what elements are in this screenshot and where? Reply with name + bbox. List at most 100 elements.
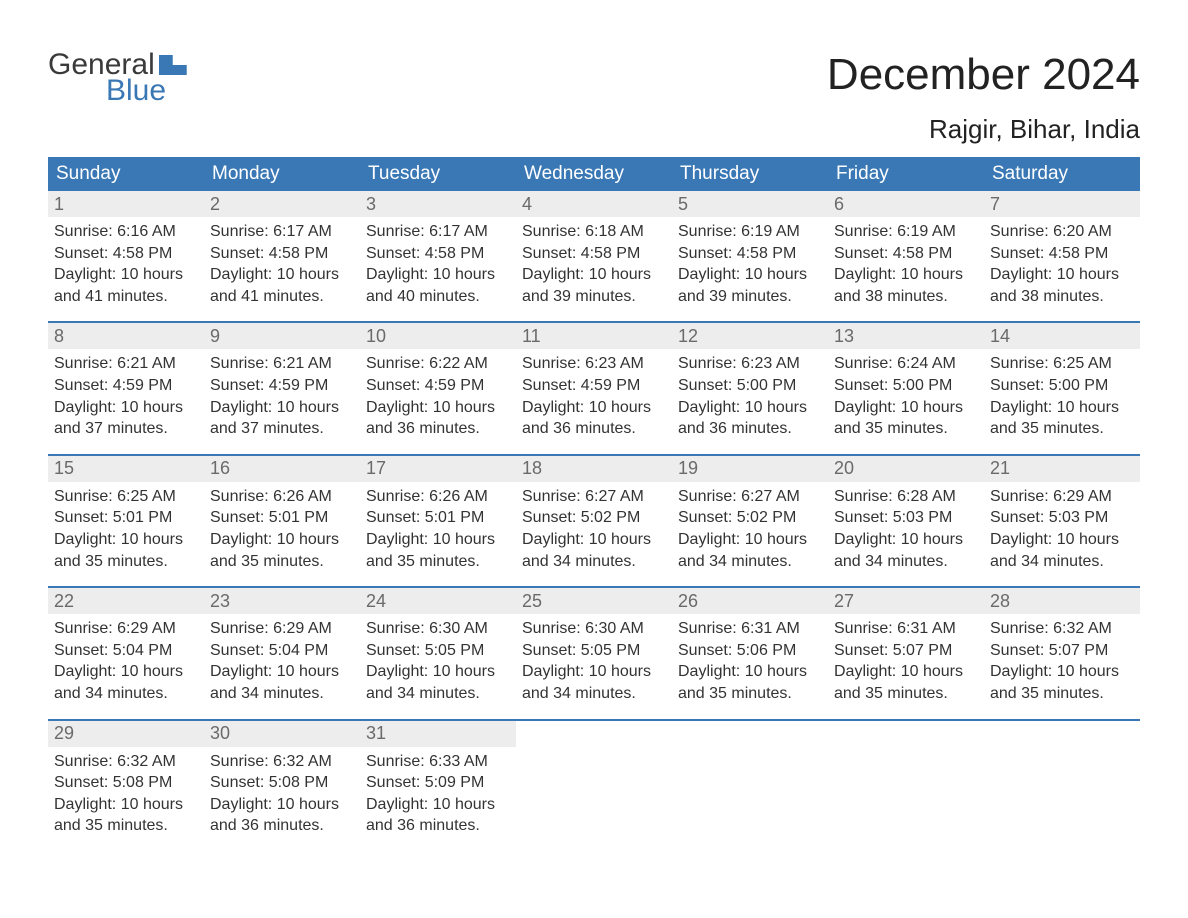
weekday-header: Monday [204,163,360,185]
sunset-line: Sunset: 5:06 PM [678,640,822,662]
sunrise-line: Sunrise: 6:33 AM [366,751,510,773]
sunrise-line: Sunrise: 6:26 AM [210,486,354,508]
daylight-line-2: and 34 minutes. [210,683,354,705]
daylight-line-1: Daylight: 10 hours [522,661,666,683]
day-number: 31 [360,721,516,747]
daylight-line-1: Daylight: 10 hours [990,661,1134,683]
day-body: Sunrise: 6:18 AMSunset: 4:58 PMDaylight:… [516,217,672,321]
day-body: Sunrise: 6:17 AMSunset: 4:58 PMDaylight:… [360,217,516,321]
day-cell: 16Sunrise: 6:26 AMSunset: 5:01 PMDayligh… [204,456,360,586]
sunrise-line: Sunrise: 6:32 AM [210,751,354,773]
daylight-line-2: and 41 minutes. [54,286,198,308]
day-body: Sunrise: 6:24 AMSunset: 5:00 PMDaylight:… [828,349,984,453]
daylight-line-2: and 35 minutes. [990,418,1134,440]
day-body: Sunrise: 6:21 AMSunset: 4:59 PMDaylight:… [48,349,204,453]
sunrise-line: Sunrise: 6:21 AM [210,353,354,375]
sunrise-line: Sunrise: 6:29 AM [210,618,354,640]
sunrise-line: Sunrise: 6:19 AM [834,221,978,243]
day-body: Sunrise: 6:19 AMSunset: 4:58 PMDaylight:… [828,217,984,321]
day-number: 20 [828,456,984,482]
daylight-line-2: and 34 minutes. [366,683,510,705]
weekday-header: Saturday [984,163,1140,185]
daylight-line-1: Daylight: 10 hours [990,529,1134,551]
day-cell: 14Sunrise: 6:25 AMSunset: 5:00 PMDayligh… [984,323,1140,453]
daylight-line-2: and 35 minutes. [834,683,978,705]
day-body: Sunrise: 6:23 AMSunset: 4:59 PMDaylight:… [516,349,672,453]
day-body: Sunrise: 6:29 AMSunset: 5:03 PMDaylight:… [984,482,1140,586]
daylight-line-2: and 35 minutes. [990,683,1134,705]
sunrise-line: Sunrise: 6:32 AM [54,751,198,773]
sunset-line: Sunset: 5:09 PM [366,772,510,794]
day-number: 22 [48,588,204,614]
sunrise-line: Sunrise: 6:27 AM [522,486,666,508]
day-cell: 10Sunrise: 6:22 AMSunset: 4:59 PMDayligh… [360,323,516,453]
sunset-line: Sunset: 4:59 PM [54,375,198,397]
sunset-line: Sunset: 5:08 PM [54,772,198,794]
sunrise-line: Sunrise: 6:30 AM [366,618,510,640]
day-body: Sunrise: 6:33 AMSunset: 5:09 PMDaylight:… [360,747,516,851]
sunset-line: Sunset: 5:02 PM [678,507,822,529]
day-body: Sunrise: 6:26 AMSunset: 5:01 PMDaylight:… [360,482,516,586]
day-cell: 24Sunrise: 6:30 AMSunset: 5:05 PMDayligh… [360,588,516,718]
day-number: 10 [360,323,516,349]
day-body: Sunrise: 6:27 AMSunset: 5:02 PMDaylight:… [516,482,672,586]
day-number: 15 [48,456,204,482]
daylight-line-1: Daylight: 10 hours [834,264,978,286]
day-number: 11 [516,323,672,349]
daylight-line-2: and 39 minutes. [678,286,822,308]
daylight-line-2: and 35 minutes. [366,551,510,573]
daylight-line-1: Daylight: 10 hours [678,397,822,419]
sunset-line: Sunset: 5:01 PM [54,507,198,529]
day-body: Sunrise: 6:29 AMSunset: 5:04 PMDaylight:… [48,614,204,718]
sunset-line: Sunset: 5:01 PM [366,507,510,529]
sunrise-line: Sunrise: 6:21 AM [54,353,198,375]
week-row: 1Sunrise: 6:16 AMSunset: 4:58 PMDaylight… [48,191,1140,321]
daylight-line-1: Daylight: 10 hours [834,397,978,419]
day-body: Sunrise: 6:25 AMSunset: 5:00 PMDaylight:… [984,349,1140,453]
sunset-line: Sunset: 5:05 PM [366,640,510,662]
week-row: 8Sunrise: 6:21 AMSunset: 4:59 PMDaylight… [48,321,1140,453]
sunset-line: Sunset: 4:58 PM [990,243,1134,265]
weekday-header: Thursday [672,163,828,185]
page-title: December 2024 [827,50,1140,100]
daylight-line-2: and 37 minutes. [210,418,354,440]
calendar: SundayMondayTuesdayWednesdayThursdayFrid… [48,157,1140,851]
day-cell: 1Sunrise: 6:16 AMSunset: 4:58 PMDaylight… [48,191,204,321]
week-row: 29Sunrise: 6:32 AMSunset: 5:08 PMDayligh… [48,719,1140,851]
header: General Blue December 2024 [48,50,1140,106]
sunset-line: Sunset: 5:04 PM [210,640,354,662]
week-row: 15Sunrise: 6:25 AMSunset: 5:01 PMDayligh… [48,454,1140,586]
day-cell: 3Sunrise: 6:17 AMSunset: 4:58 PMDaylight… [360,191,516,321]
sunset-line: Sunset: 5:00 PM [834,375,978,397]
day-body: Sunrise: 6:21 AMSunset: 4:59 PMDaylight:… [204,349,360,453]
week-row: 22Sunrise: 6:29 AMSunset: 5:04 PMDayligh… [48,586,1140,718]
day-body: Sunrise: 6:29 AMSunset: 5:04 PMDaylight:… [204,614,360,718]
daylight-line-1: Daylight: 10 hours [678,661,822,683]
day-cell: 23Sunrise: 6:29 AMSunset: 5:04 PMDayligh… [204,588,360,718]
day-body: Sunrise: 6:31 AMSunset: 5:06 PMDaylight:… [672,614,828,718]
day-cell: 7Sunrise: 6:20 AMSunset: 4:58 PMDaylight… [984,191,1140,321]
daylight-line-2: and 36 minutes. [522,418,666,440]
daylight-line-2: and 34 minutes. [834,551,978,573]
day-number: 7 [984,191,1140,217]
day-body: Sunrise: 6:30 AMSunset: 5:05 PMDaylight:… [516,614,672,718]
daylight-line-2: and 34 minutes. [990,551,1134,573]
day-cell: 28Sunrise: 6:32 AMSunset: 5:07 PMDayligh… [984,588,1140,718]
day-cell: 13Sunrise: 6:24 AMSunset: 5:00 PMDayligh… [828,323,984,453]
day-number: 24 [360,588,516,614]
day-body: Sunrise: 6:27 AMSunset: 5:02 PMDaylight:… [672,482,828,586]
weekday-header: Sunday [48,163,204,185]
day-body: Sunrise: 6:30 AMSunset: 5:05 PMDaylight:… [360,614,516,718]
sunrise-line: Sunrise: 6:16 AM [54,221,198,243]
day-number: 6 [828,191,984,217]
sunset-line: Sunset: 4:58 PM [210,243,354,265]
sunrise-line: Sunrise: 6:22 AM [366,353,510,375]
day-body: Sunrise: 6:20 AMSunset: 4:58 PMDaylight:… [984,217,1140,321]
sunset-line: Sunset: 4:59 PM [366,375,510,397]
daylight-line-1: Daylight: 10 hours [522,397,666,419]
daylight-line-2: and 38 minutes. [834,286,978,308]
daylight-line-1: Daylight: 10 hours [210,264,354,286]
day-body: Sunrise: 6:32 AMSunset: 5:08 PMDaylight:… [48,747,204,851]
daylight-line-1: Daylight: 10 hours [54,661,198,683]
daylight-line-2: and 35 minutes. [834,418,978,440]
